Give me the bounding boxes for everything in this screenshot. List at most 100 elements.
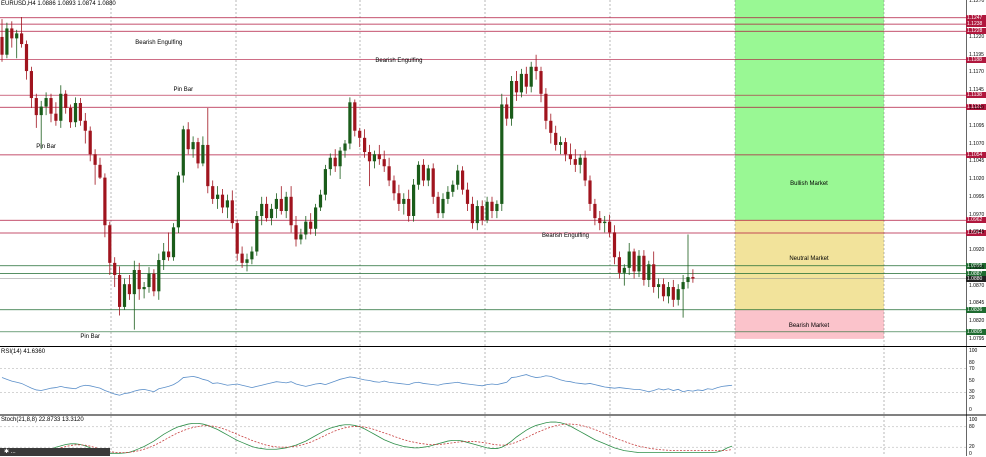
candle-body: [470, 203, 474, 224]
candle-body: [544, 93, 548, 121]
price-axis-tick: 1.0845: [969, 300, 985, 307]
candle-body: [578, 157, 582, 165]
candle-body: [534, 66, 538, 72]
rsi-axis-tick: 100: [969, 348, 978, 354]
candle-body: [338, 150, 342, 167]
candle-body: [348, 102, 352, 144]
candle-body: [671, 287, 675, 300]
candle-body: [490, 201, 494, 212]
candle-body: [24, 44, 29, 72]
candle-body: [461, 170, 465, 190]
resistance-price-tag: 1.1228: [966, 28, 986, 35]
candle-body: [333, 157, 337, 167]
candle-body: [426, 168, 430, 181]
candle-body: [171, 227, 176, 258]
candle-body: [122, 284, 127, 307]
candle-body: [657, 284, 661, 288]
candle-body: [529, 66, 533, 87]
pattern-label: Bearish Engulfing: [375, 57, 423, 64]
candle-body: [240, 253, 244, 263]
resistance-price-tag: 1.0944: [966, 230, 986, 237]
resistance-price-tag: 1.1188: [966, 56, 986, 63]
candle-body: [451, 184, 455, 192]
candle-body: [407, 198, 411, 216]
candle-body: [0, 36, 4, 55]
candle-body: [274, 198, 278, 209]
resistance-price-tag: 1.1238: [966, 21, 986, 28]
candle-body: [583, 157, 587, 181]
candle-body: [691, 277, 695, 279]
stoch-axis-tick: 20: [969, 444, 975, 451]
price-axis-tick: 1.0920: [969, 247, 985, 254]
neutral-zone-label: Neutral Market: [789, 256, 829, 262]
candle-body: [402, 198, 406, 204]
candle-body: [377, 154, 381, 160]
candle-body: [637, 255, 641, 272]
resistance-price-tag: 1.1121: [966, 104, 986, 111]
candle-body: [328, 157, 332, 170]
candle-body: [103, 177, 107, 226]
candle-body: [108, 225, 112, 263]
candle-body: [358, 130, 362, 138]
candle-body: [294, 225, 298, 240]
candle-body: [392, 180, 396, 194]
candle-body: [686, 277, 690, 283]
candle-body: [191, 142, 195, 150]
candle-body: [83, 120, 87, 131]
watermark-bar: ✱ ...: [0, 448, 110, 456]
candle-body: [49, 98, 53, 114]
pattern-label: Pin Bar: [80, 334, 101, 341]
price-axis-tick: 1.1120: [969, 104, 984, 111]
candle-body: [10, 28, 14, 39]
candle-body: [568, 154, 572, 160]
candle-body: [309, 221, 313, 229]
pattern-label: Bearish Engulfing: [135, 40, 183, 47]
candle-body: [132, 269, 136, 295]
candle-body: [603, 221, 607, 224]
candle-body: [593, 203, 597, 219]
candle-body: [441, 198, 445, 214]
candle-body: [5, 28, 9, 55]
candle-body: [652, 264, 656, 288]
stochastic-lines: [0, 421, 966, 454]
resistance-price-tag: 1.0962: [966, 217, 986, 224]
candle-body: [118, 274, 122, 307]
candle-body: [314, 207, 318, 229]
rsi-axis-tick: 70: [969, 365, 975, 372]
candle-body: [480, 206, 484, 221]
candle-body: [367, 152, 372, 162]
candle-body: [563, 142, 568, 155]
candle-body: [632, 251, 636, 272]
rsi-axis-tick: 20: [969, 395, 975, 402]
candle-body: [127, 284, 131, 295]
rsi-line: [0, 368, 966, 396]
candle-body: [500, 104, 504, 204]
candle-body: [465, 189, 470, 204]
price-axis-tick: 1.0895: [969, 264, 985, 271]
rsi-axis-tick: 80: [969, 359, 975, 366]
candle-body: [186, 129, 190, 150]
price-axis-tick: 1.0945: [969, 229, 985, 236]
candle-body: [323, 169, 327, 195]
candle-body: [456, 170, 460, 185]
rsi-axis-tick: 50: [969, 377, 975, 384]
support-price-tag: 1.0898: [966, 262, 986, 269]
candle-body: [608, 221, 612, 233]
stoch-main-series: [2, 421, 733, 454]
candle-body: [539, 71, 543, 94]
resistance-price-tag: 1.1054: [966, 151, 986, 158]
bullish-zone: [735, 0, 884, 221]
candle-body: [196, 142, 200, 164]
rsi-series: [1, 374, 733, 396]
resistance-price-tag: 1.1138: [966, 92, 986, 99]
stoch-signal-series: [2, 423, 733, 454]
candle-body: [514, 80, 519, 93]
candle-body: [73, 103, 78, 123]
price-axis-tick: 1.1070: [969, 140, 985, 147]
rsi-axis-tick: 30: [969, 389, 975, 396]
neutral-zone: [735, 220, 884, 310]
candle-body: [39, 106, 43, 116]
candle-body: [54, 113, 58, 121]
price-axis-tick: 1.0970: [969, 211, 985, 218]
stochastic-title: Stoch(21,8,8) 22.8733 13.3120: [1, 417, 84, 423]
